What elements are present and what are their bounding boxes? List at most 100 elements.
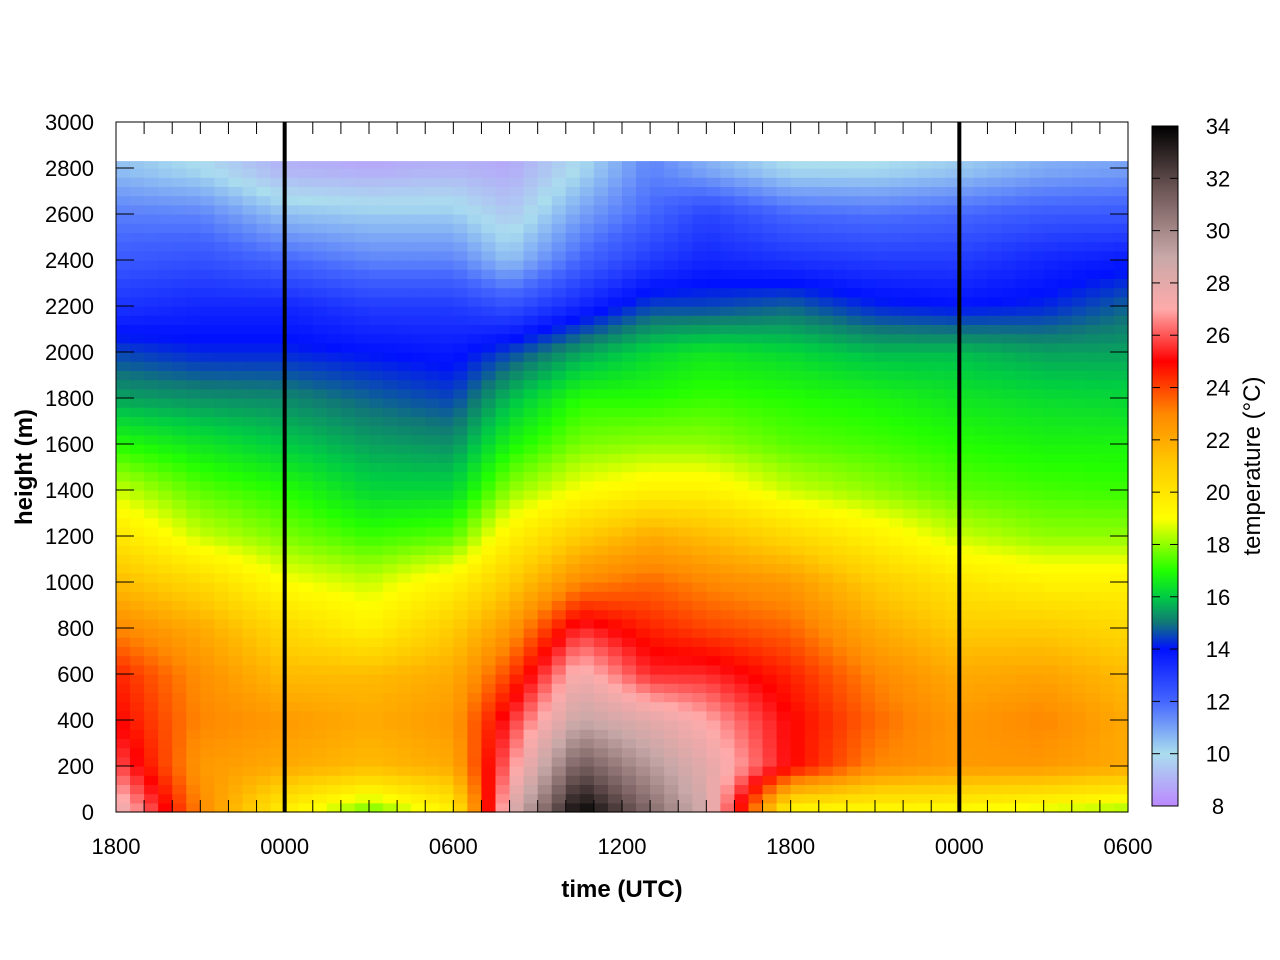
heatmap-cell — [790, 278, 806, 289]
heatmap-cell — [1085, 232, 1101, 243]
heatmap-cell — [762, 398, 778, 408]
heatmap-cell — [116, 683, 131, 693]
heatmap-cell — [818, 775, 834, 785]
heatmap-cell — [298, 241, 314, 252]
heatmap-cell — [186, 333, 201, 344]
heatmap-cell — [678, 591, 693, 601]
heatmap-cell — [1015, 480, 1031, 491]
heatmap-cell — [720, 582, 736, 592]
heatmap-cell — [1057, 490, 1073, 500]
heatmap-cell — [270, 287, 286, 298]
heatmap-cell — [270, 526, 286, 537]
heatmap-cell — [607, 407, 623, 417]
heatmap-cell — [509, 536, 525, 546]
heatmap-cell — [467, 756, 483, 767]
heatmap-cell — [1057, 278, 1073, 289]
heatmap-cell — [130, 582, 145, 592]
heatmap-cell — [298, 738, 314, 749]
heatmap-cell — [692, 434, 707, 445]
heatmap-cell — [650, 342, 665, 353]
heatmap-cell — [664, 434, 679, 445]
heatmap-cell — [945, 361, 960, 371]
heatmap-cell — [439, 177, 454, 187]
heatmap-cell — [1001, 168, 1017, 178]
heatmap-cell — [1043, 674, 1059, 684]
heatmap-cell — [537, 793, 553, 804]
heatmap-cell — [467, 370, 483, 381]
heatmap-cell — [903, 582, 918, 592]
heatmap-cell — [144, 664, 159, 675]
heatmap-cell — [622, 526, 637, 537]
heatmap-cell — [1057, 720, 1073, 730]
heatmap-cell — [1029, 664, 1045, 675]
heatmap-cell — [397, 214, 412, 224]
heatmap-cell — [214, 591, 230, 601]
heatmap-cell — [312, 342, 328, 353]
heatmap-cell — [228, 269, 244, 279]
heatmap-cell — [467, 434, 483, 445]
heatmap-cell — [636, 315, 651, 325]
heatmap-cell — [1085, 444, 1101, 454]
heatmap-cell — [636, 453, 651, 463]
heatmap-cell — [776, 729, 792, 739]
heatmap-cell — [1001, 545, 1017, 555]
heatmap-cell — [706, 204, 721, 215]
heatmap-cell — [158, 223, 173, 233]
heatmap-cell — [565, 572, 581, 583]
heatmap-cell — [565, 655, 581, 666]
heatmap-cell — [931, 471, 946, 482]
heatmap-cell — [748, 646, 764, 657]
heatmap-cell — [495, 499, 511, 509]
heatmap-cell — [242, 674, 258, 684]
heatmap-cell — [453, 315, 468, 325]
heatmap-cell — [242, 388, 258, 399]
heatmap-cell — [509, 352, 525, 362]
heatmap-cell — [397, 434, 412, 445]
heatmap-cell — [593, 407, 609, 417]
heatmap-cell — [917, 416, 932, 427]
heatmap-cell — [1043, 269, 1059, 279]
heatmap-cell — [692, 738, 707, 749]
heatmap-cell — [354, 324, 370, 335]
heatmap-cell — [748, 701, 764, 712]
heatmap-cell — [622, 618, 637, 629]
heatmap-cell — [678, 324, 693, 335]
heatmap-cell — [186, 306, 201, 316]
heatmap-cell — [200, 628, 215, 638]
heatmap-cell — [439, 379, 454, 390]
heatmap-cell — [762, 517, 778, 528]
heatmap-cell — [1057, 361, 1073, 371]
heatmap-cell — [369, 250, 384, 261]
heatmap-cell — [214, 802, 230, 813]
heatmap-cell — [650, 536, 665, 546]
heatmap-cell — [481, 416, 497, 427]
heatmap-cell — [678, 517, 693, 528]
heatmap-cell — [200, 784, 215, 795]
heatmap-cell — [312, 416, 328, 427]
heatmap-cell — [284, 756, 300, 767]
heatmap-cell — [720, 609, 736, 620]
heatmap-cell — [425, 517, 440, 528]
heatmap-cell — [692, 324, 707, 335]
heatmap-cell — [650, 747, 665, 758]
heatmap-cell — [607, 536, 623, 546]
heatmap-cell — [551, 490, 567, 500]
heatmap-cell — [523, 802, 539, 813]
heatmap-cell — [326, 324, 342, 335]
heatmap-cell — [678, 545, 693, 555]
heatmap-cell — [1015, 352, 1031, 362]
heatmap-cell — [678, 692, 693, 703]
heatmap-cell — [312, 572, 328, 583]
heatmap-cell — [1071, 278, 1087, 289]
heatmap-cell — [481, 214, 497, 224]
heatmap-cell — [889, 177, 904, 187]
heatmap-cell — [340, 628, 356, 638]
heatmap-cell — [846, 204, 862, 215]
heatmap-cell — [340, 361, 356, 371]
heatmap-cell — [959, 701, 974, 712]
heatmap-cell — [945, 628, 960, 638]
heatmap-cell — [467, 683, 483, 693]
heatmap-cell — [340, 692, 356, 703]
heatmap-cell — [987, 333, 1003, 344]
heatmap-cell — [889, 637, 904, 647]
